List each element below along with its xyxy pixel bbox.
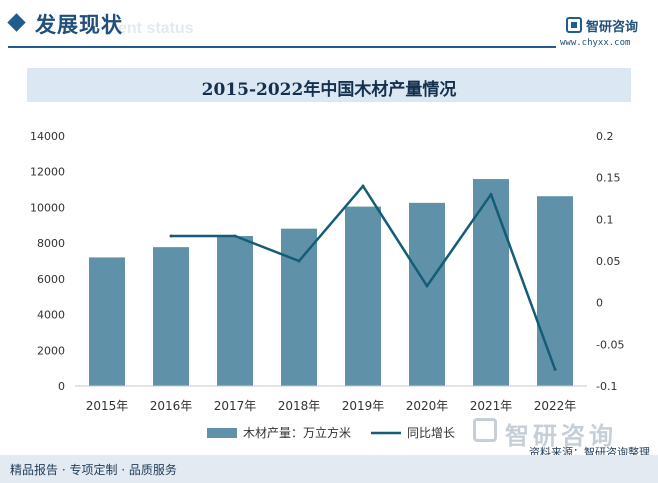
x-tick-label: 2015年 xyxy=(86,399,129,413)
growth-point-2017年 xyxy=(233,234,237,238)
brand-name: 智研咨询 xyxy=(586,20,639,35)
x-tick-label: 2018年 xyxy=(278,399,321,413)
header-subtitle: ent status xyxy=(118,20,194,37)
brand-url: www.chyxx.com xyxy=(560,38,631,48)
y-right-tick-label: 0.2 xyxy=(596,130,614,143)
bar-2020年 xyxy=(409,202,445,386)
bar-2018年 xyxy=(281,228,317,386)
x-tick-label: 2019年 xyxy=(342,399,385,413)
x-tick-label: 2017年 xyxy=(214,399,257,413)
footer-bar: 精品报告 · 专项定制 · 品质服务 xyxy=(0,455,658,483)
brand-logo: 智研咨询 www.chyxx.com xyxy=(560,15,652,49)
y-right-tick-label: 0.15 xyxy=(596,172,621,185)
bar-2017年 xyxy=(217,236,253,386)
header-title: 发展现状 xyxy=(35,13,123,37)
x-tick-label: 2020年 xyxy=(406,399,449,413)
bar-2016年 xyxy=(153,247,189,386)
bar-2015年 xyxy=(89,257,125,386)
bar-2021年 xyxy=(473,179,509,386)
chart-title-bar: 2015-2022年中国木材产量情况 xyxy=(27,68,631,102)
y-left-tick-label: 14000 xyxy=(30,130,65,143)
logo-icon xyxy=(566,17,582,33)
chart-title: 2015-2022年中国木材产量情况 xyxy=(201,80,457,100)
y-right-tick-label: 0 xyxy=(596,297,603,310)
watermark-logo: 智研咨询 xyxy=(473,416,653,450)
y-right-tick-label: -0.1 xyxy=(596,380,617,393)
growth-point-2016年 xyxy=(169,234,173,238)
header: ent status 发展现状 xyxy=(0,0,658,50)
y-left-tick-label: 4000 xyxy=(37,309,65,322)
y-right-tick-label: -0.05 xyxy=(596,338,624,351)
x-tick-label: 2022年 xyxy=(534,399,577,413)
y-left-tick-label: 0 xyxy=(58,380,65,393)
x-tick-label: 2016年 xyxy=(150,399,193,413)
legend-line-label: 同比增长 xyxy=(407,426,455,440)
y-left-tick-label: 8000 xyxy=(37,237,65,250)
y-left-tick-label: 2000 xyxy=(37,344,65,357)
bar-2019年 xyxy=(345,206,381,386)
x-tick-label: 2021年 xyxy=(470,399,513,413)
growth-point-2019年 xyxy=(361,184,365,188)
y-right-tick-label: 0.05 xyxy=(596,255,621,268)
growth-point-2020年 xyxy=(425,284,429,288)
y-left-tick-label: 6000 xyxy=(37,273,65,286)
footer-tagline: 精品报告 · 专项定制 · 品质服务 xyxy=(10,463,177,477)
y-right-tick-label: 0.1 xyxy=(596,213,614,226)
y-left-tick-label: 12000 xyxy=(30,166,65,179)
legend-bar-swatch xyxy=(207,428,237,438)
legend-bar-label: 木材产量：万立方米 xyxy=(243,425,351,440)
watermark-text: 智研咨询 xyxy=(505,422,617,450)
watermark-icon xyxy=(473,418,497,442)
growth-point-2021年 xyxy=(489,192,493,196)
growth-point-2018年 xyxy=(297,259,301,263)
bar-2022年 xyxy=(537,196,573,386)
y-left-tick-label: 10000 xyxy=(30,201,65,214)
header-divider xyxy=(8,46,556,48)
growth-point-2022年 xyxy=(553,367,557,371)
